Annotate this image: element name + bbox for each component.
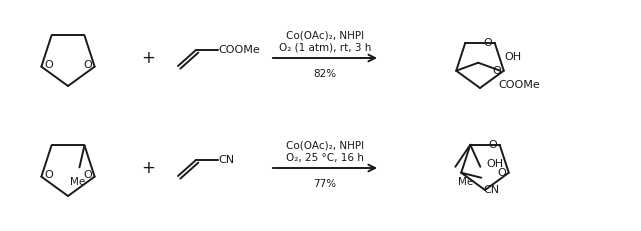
Text: CN: CN: [218, 155, 234, 165]
Text: Co(OAc)₂, NHPI: Co(OAc)₂, NHPI: [286, 141, 364, 151]
Text: O: O: [483, 38, 492, 48]
Text: O₂ (1 atm), rt, 3 h: O₂ (1 atm), rt, 3 h: [279, 43, 371, 53]
Text: CN: CN: [483, 185, 499, 195]
Text: OH: OH: [487, 159, 503, 169]
Text: +: +: [141, 49, 155, 67]
Text: O: O: [44, 60, 53, 70]
Text: Me: Me: [70, 177, 85, 187]
Text: OH: OH: [504, 52, 521, 62]
Text: O₂, 25 °C, 16 h: O₂, 25 °C, 16 h: [286, 153, 364, 163]
Text: Co(OAc)₂, NHPI: Co(OAc)₂, NHPI: [286, 31, 364, 41]
Text: O: O: [83, 60, 92, 70]
Text: O: O: [497, 168, 506, 178]
Text: COOMe: COOMe: [218, 45, 260, 55]
Text: Me: Me: [458, 177, 473, 187]
Text: +: +: [141, 159, 155, 177]
Text: 77%: 77%: [313, 179, 337, 189]
Text: O: O: [492, 66, 501, 76]
Text: O: O: [44, 170, 53, 180]
Text: COOMe: COOMe: [498, 80, 540, 90]
Text: O: O: [488, 140, 497, 150]
Text: 82%: 82%: [313, 69, 337, 79]
Text: O: O: [83, 170, 92, 180]
